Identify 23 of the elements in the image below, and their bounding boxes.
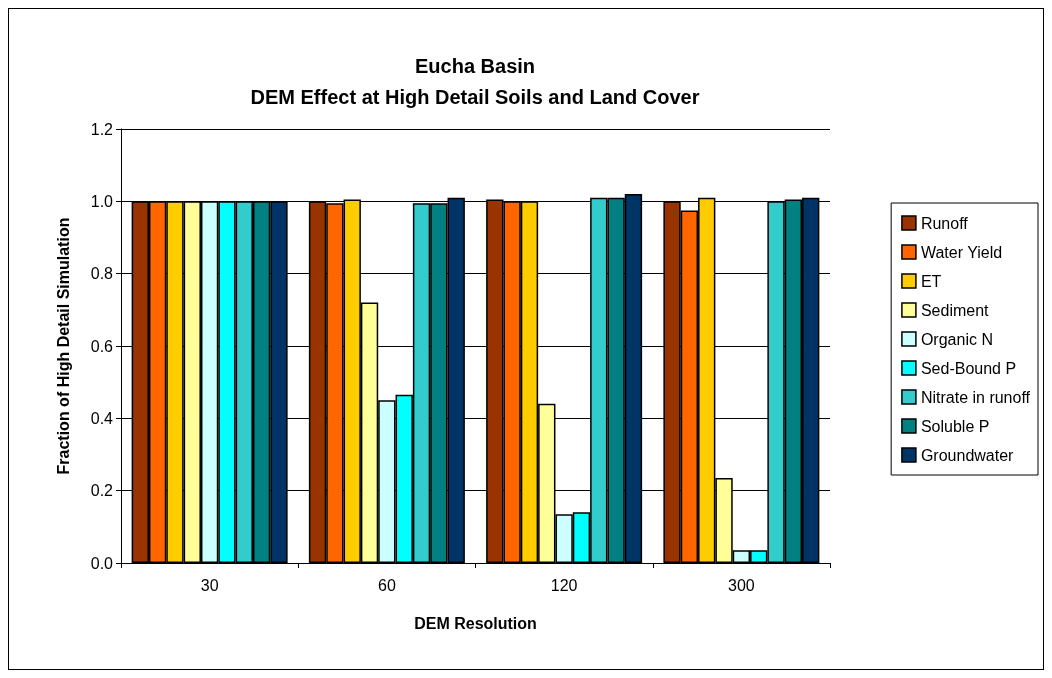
y-tick-label: 1.2 <box>90 120 114 138</box>
x-tick-label: 30 <box>200 576 219 594</box>
x-tick-label: 300 <box>728 576 755 594</box>
x-tick-label: 120 <box>550 576 578 594</box>
legend-label: Sediment <box>920 301 990 319</box>
x-tick-label: 60 <box>377 576 396 594</box>
chart-title: Eucha Basin DEM Effect at High Detail Soils and Land Cover <box>250 54 700 108</box>
y-tick-label: 0.6 <box>90 337 114 355</box>
legend-label: Organic N <box>920 330 993 348</box>
legend-label: Soluble P <box>920 417 990 435</box>
legend-label: Nitrate in runoff <box>920 388 1031 406</box>
legend-label: Groundwater <box>920 446 1015 464</box>
y-tick-label: 0.4 <box>90 409 114 427</box>
legend-label: ET <box>920 272 942 290</box>
legend-label: Runoff <box>920 214 969 232</box>
y-axis-title: Fraction of High Detail Simulation <box>54 217 72 475</box>
legend-label: Water Yield <box>920 243 1003 261</box>
legend-label: Sed-Bound P <box>920 359 1017 377</box>
y-tick-label: 0.2 <box>90 482 114 500</box>
y-tick-label: 1.0 <box>90 192 114 210</box>
y-tick-label: 0.0 <box>90 554 114 572</box>
y-tick-label: 0.8 <box>90 265 114 283</box>
x-axis-title: DEM Resolution <box>414 614 537 632</box>
